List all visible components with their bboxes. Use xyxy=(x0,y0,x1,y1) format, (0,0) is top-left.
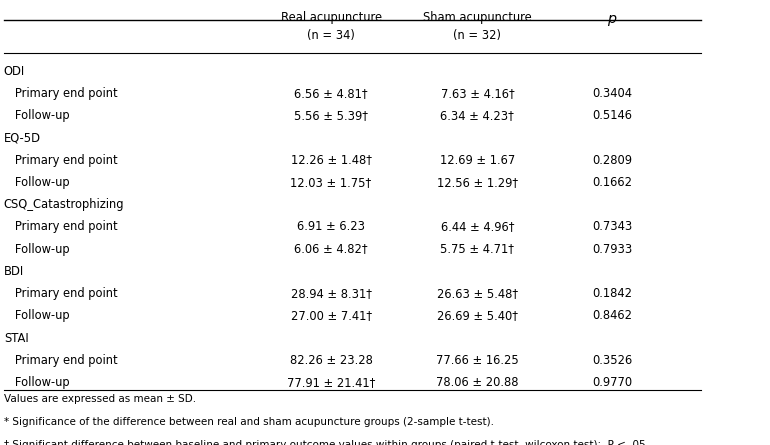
Text: 28.94 ± 8.31†: 28.94 ± 8.31† xyxy=(290,287,372,300)
Text: 12.03 ± 1.75†: 12.03 ± 1.75† xyxy=(290,176,372,189)
Text: Primary end point: Primary end point xyxy=(4,354,118,367)
Text: 0.1842: 0.1842 xyxy=(592,287,632,300)
Text: 0.7933: 0.7933 xyxy=(592,243,632,255)
Text: 0.3404: 0.3404 xyxy=(592,87,632,100)
Text: 82.26 ± 23.28: 82.26 ± 23.28 xyxy=(290,354,373,367)
Text: Real acupuncture: Real acupuncture xyxy=(280,11,382,24)
Text: Values are expressed as mean ± SD.: Values are expressed as mean ± SD. xyxy=(4,394,196,404)
Text: Primary end point: Primary end point xyxy=(4,87,118,100)
Text: 0.2809: 0.2809 xyxy=(592,154,632,166)
Text: Follow-up: Follow-up xyxy=(4,243,69,255)
Text: STAI: STAI xyxy=(4,332,28,344)
Text: 6.34 ± 4.23†: 6.34 ± 4.23† xyxy=(440,109,514,122)
Text: (n = 34): (n = 34) xyxy=(307,29,355,42)
Text: Primary end point: Primary end point xyxy=(4,220,118,233)
Text: 12.26 ± 1.48†: 12.26 ± 1.48† xyxy=(290,154,372,166)
Text: 0.5146: 0.5146 xyxy=(592,109,632,122)
Text: 7.63 ± 4.16†: 7.63 ± 4.16† xyxy=(440,87,514,100)
Text: 6.06 ± 4.82†: 6.06 ± 4.82† xyxy=(294,243,368,255)
Text: Follow-up: Follow-up xyxy=(4,109,69,122)
Text: 0.1662: 0.1662 xyxy=(592,176,632,189)
Text: Sham acupuncture: Sham acupuncture xyxy=(423,11,532,24)
Text: 0.7343: 0.7343 xyxy=(592,220,632,233)
Text: 6.44 ± 4.96†: 6.44 ± 4.96† xyxy=(440,220,514,233)
Text: BDI: BDI xyxy=(4,265,24,278)
Text: 5.56 ± 5.39†: 5.56 ± 5.39† xyxy=(294,109,368,122)
Text: * Significance of the difference between real and sham acupuncture groups (2-sam: * Significance of the difference between… xyxy=(4,417,494,427)
Text: CSQ_Catastrophizing: CSQ_Catastrophizing xyxy=(4,198,124,211)
Text: † Significant difference between baseline and primary outcome values within grou: † Significant difference between baselin… xyxy=(4,440,649,445)
Text: 77.91 ± 21.41†: 77.91 ± 21.41† xyxy=(287,376,375,389)
Text: 77.66 ± 16.25: 77.66 ± 16.25 xyxy=(436,354,519,367)
Text: 6.91 ± 6.23: 6.91 ± 6.23 xyxy=(297,220,365,233)
Text: 78.06 ± 20.88: 78.06 ± 20.88 xyxy=(436,376,519,389)
Text: EQ-5D: EQ-5D xyxy=(4,131,41,144)
Text: 12.69 ± 1.67: 12.69 ± 1.67 xyxy=(440,154,515,166)
Text: 12.56 ± 1.29†: 12.56 ± 1.29† xyxy=(437,176,518,189)
Text: 27.00 ± 7.41†: 27.00 ± 7.41† xyxy=(290,309,372,322)
Text: 5.75 ± 4.71†: 5.75 ± 4.71† xyxy=(440,243,514,255)
Text: 0.8462: 0.8462 xyxy=(592,309,632,322)
Text: 0.9770: 0.9770 xyxy=(592,376,632,389)
Text: 6.56 ± 4.81†: 6.56 ± 4.81† xyxy=(294,87,368,100)
Text: Primary end point: Primary end point xyxy=(4,154,118,166)
Text: Follow-up: Follow-up xyxy=(4,309,69,322)
Text: (n = 32): (n = 32) xyxy=(454,29,501,42)
Text: 26.63 ± 5.48†: 26.63 ± 5.48† xyxy=(437,287,518,300)
Text: Follow-up: Follow-up xyxy=(4,176,69,189)
Text: 26.69 ± 5.40†: 26.69 ± 5.40† xyxy=(437,309,518,322)
Text: Primary end point: Primary end point xyxy=(4,287,118,300)
Text: $\it{p}$: $\it{p}$ xyxy=(607,13,618,28)
Text: Follow-up: Follow-up xyxy=(4,376,69,389)
Text: 0.3526: 0.3526 xyxy=(592,354,632,367)
Text: ODI: ODI xyxy=(4,65,25,77)
